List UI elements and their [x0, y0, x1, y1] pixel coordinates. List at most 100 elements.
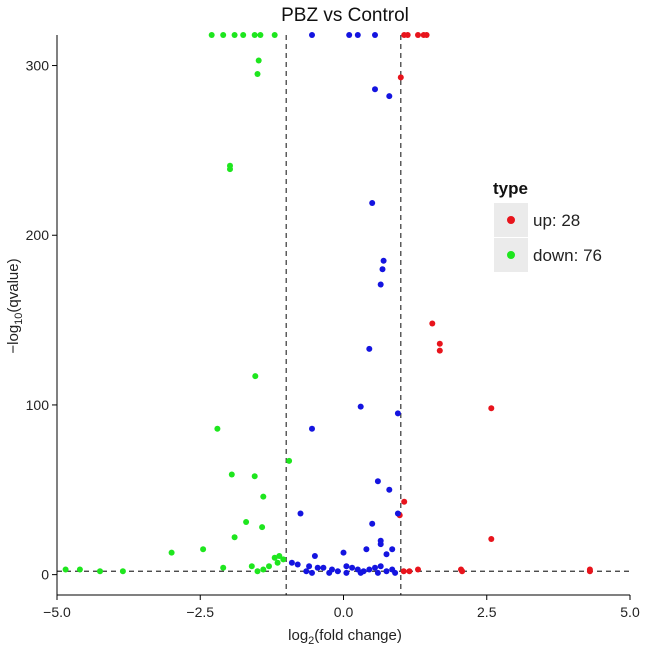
point-no [377, 281, 384, 288]
y-tick-label: 300 [26, 58, 50, 74]
point-down [260, 566, 267, 573]
point-no [383, 568, 390, 575]
legend-title: type [493, 179, 528, 198]
point-no [320, 564, 327, 571]
legend-label-up: up: 28 [533, 211, 580, 230]
point-down [286, 457, 293, 464]
point-no [334, 568, 341, 575]
point-no [363, 546, 370, 553]
point-no [369, 520, 376, 527]
point-no [326, 569, 333, 576]
point-no [366, 345, 373, 352]
point-no [309, 569, 315, 576]
point-down [255, 57, 262, 64]
point-down [97, 568, 103, 575]
point-no [372, 564, 378, 571]
point-down [231, 534, 238, 541]
point-up [400, 568, 407, 575]
point-no [394, 510, 401, 517]
point-no [354, 32, 361, 38]
point-down [227, 166, 233, 173]
legend: type up: 28 down: 76 [493, 179, 602, 272]
point-down [62, 566, 69, 573]
y-tick-label: 100 [26, 397, 50, 413]
point-down [220, 32, 227, 38]
point-down [214, 425, 221, 432]
point-down [240, 32, 247, 38]
point-up [423, 32, 430, 38]
point-up [488, 405, 495, 412]
y-axis-label-sub: 10 [13, 313, 25, 325]
point-down [260, 493, 267, 500]
point-no [386, 486, 393, 493]
point-no [377, 541, 384, 548]
point-no [346, 32, 353, 38]
point-no [366, 566, 373, 573]
point-no [311, 553, 318, 559]
point-no [303, 568, 310, 575]
point-up [459, 568, 466, 575]
x-axis-label: log2(fold change) [288, 627, 402, 645]
legend-key-down [507, 251, 515, 259]
point-down [271, 554, 278, 561]
point-down [276, 553, 283, 559]
point-up [436, 347, 443, 354]
y-tick-label: 200 [26, 227, 50, 243]
point-no [349, 564, 356, 571]
threshold-lines [57, 35, 630, 595]
y-axis-label-main: −log [5, 325, 22, 354]
legend-label-down: down: 76 [533, 246, 602, 265]
point-down [168, 549, 175, 556]
point-no [372, 32, 378, 38]
point-no [314, 564, 321, 571]
x-tick-label: 5.0 [620, 604, 640, 620]
y-tick-label: 0 [41, 567, 49, 583]
legend-key-up [507, 216, 515, 224]
point-up [401, 498, 408, 505]
point-down [231, 32, 238, 38]
point-no [297, 510, 304, 517]
point-no [383, 551, 390, 558]
point-no [369, 200, 376, 206]
point-down [251, 32, 258, 38]
point-down [254, 71, 261, 77]
point-down [259, 524, 266, 531]
point-up [488, 536, 495, 542]
data-points [62, 32, 593, 576]
point-down [271, 32, 278, 38]
point-no [389, 546, 396, 553]
point-up [586, 568, 593, 575]
x-axis-label-rest: (fold change) [314, 627, 402, 644]
chart-title: PBZ vs Control [281, 5, 409, 26]
point-down [280, 556, 287, 563]
point-no [374, 478, 381, 485]
point-no [372, 86, 378, 93]
x-axis-label-sub: 2 [308, 635, 314, 645]
x-tick-label: 2.5 [477, 604, 497, 620]
point-up [415, 566, 421, 573]
point-no [379, 266, 386, 273]
point-no [377, 563, 384, 570]
y-axis-label: −log10(qvalue) [5, 258, 25, 353]
point-down [228, 471, 235, 478]
point-down [243, 519, 250, 525]
point-down [200, 546, 207, 553]
point-no [380, 257, 387, 264]
x-tick-label: −5.0 [43, 604, 71, 620]
point-no [343, 569, 350, 576]
x-axis-ticks: −5.0 −2.5 0.0 2.5 5.0 [43, 595, 640, 620]
point-up [404, 32, 411, 38]
point-down [254, 568, 261, 575]
point-no [294, 561, 301, 568]
point-no [374, 569, 381, 576]
point-no [392, 569, 399, 576]
point-down [257, 32, 264, 38]
point-down [220, 564, 227, 571]
y-axis-ticks: 0 100 200 300 [26, 58, 57, 583]
point-down [251, 473, 258, 480]
point-no [288, 559, 295, 566]
point-down [274, 559, 281, 566]
point-no [343, 563, 350, 570]
